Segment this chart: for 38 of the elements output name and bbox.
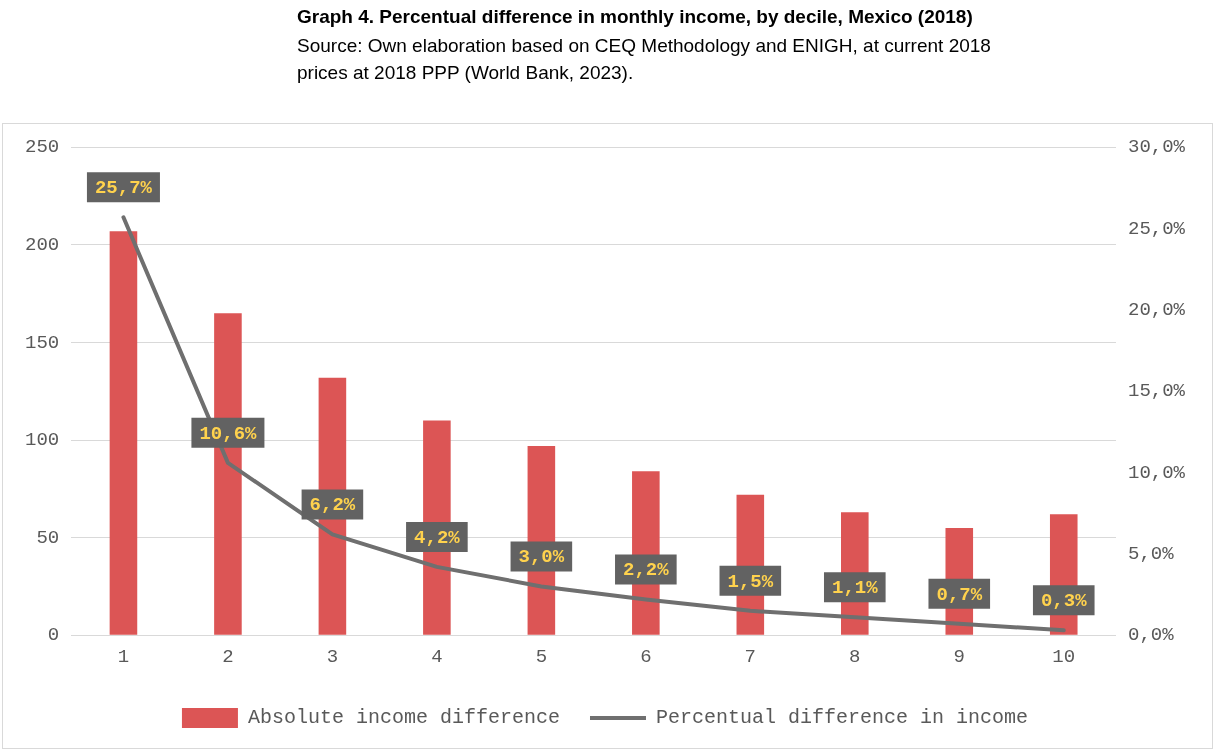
x-tick-label: 7 <box>744 645 757 668</box>
y-tick-label: 100 <box>24 429 60 452</box>
y-tick-label: 50 <box>36 526 60 549</box>
legend-label: Absolute income difference <box>247 706 561 730</box>
legend-label: Percentual difference in income <box>656 706 1029 730</box>
y2-tick-label: 20,0% <box>1127 299 1186 322</box>
data-label: 4,2% <box>414 526 461 549</box>
chart-subtitle: Source: Own elaboration based on CEQ Methodology and ENIGH, at current 2018 prices at 2018 PPP (World Bank, 2023). <box>297 34 992 85</box>
chart-title: Graph 4. Percentual difference in monthly income, by decile, Mexico (2018) <box>297 5 974 29</box>
y2-tick-label: 15,0% <box>1127 380 1186 403</box>
x-tick-label: 6 <box>640 645 652 668</box>
data-label: 1,1% <box>831 577 879 600</box>
data-label: 0,7% <box>936 583 983 606</box>
y2-tick-label: 10,0% <box>1127 461 1186 484</box>
x-tick-label: 10 <box>1052 645 1076 668</box>
data-label: 10,6% <box>199 422 258 445</box>
y2-tick-label: 5,0% <box>1127 542 1175 565</box>
x-tick-label: 3 <box>326 645 339 668</box>
data-label: 3,0% <box>518 546 565 569</box>
y-tick-label: 200 <box>24 233 60 256</box>
x-tick-label: 1 <box>117 645 130 668</box>
bar <box>109 231 138 635</box>
y2-tick-label: 25,0% <box>1127 217 1186 240</box>
x-tick-label: 4 <box>431 645 443 668</box>
y-tick-label: 250 <box>24 136 60 159</box>
x-tick-label: 2 <box>222 645 234 668</box>
data-label: 25,7% <box>94 177 153 200</box>
y2-tick-label: 30,0% <box>1127 136 1186 159</box>
y-tick-label: 150 <box>24 331 60 354</box>
y2-tick-label: 0,0% <box>1127 624 1175 647</box>
y-tick-label: 0 <box>47 624 60 647</box>
x-tick-label: 8 <box>849 645 861 668</box>
data-label: 6,2% <box>309 494 356 517</box>
data-label: 1,5% <box>727 570 774 593</box>
x-tick-label: 9 <box>953 645 965 668</box>
data-label: 2,2% <box>623 559 670 582</box>
x-tick-label: 5 <box>535 645 548 668</box>
data-label: 0,3% <box>1040 590 1088 613</box>
